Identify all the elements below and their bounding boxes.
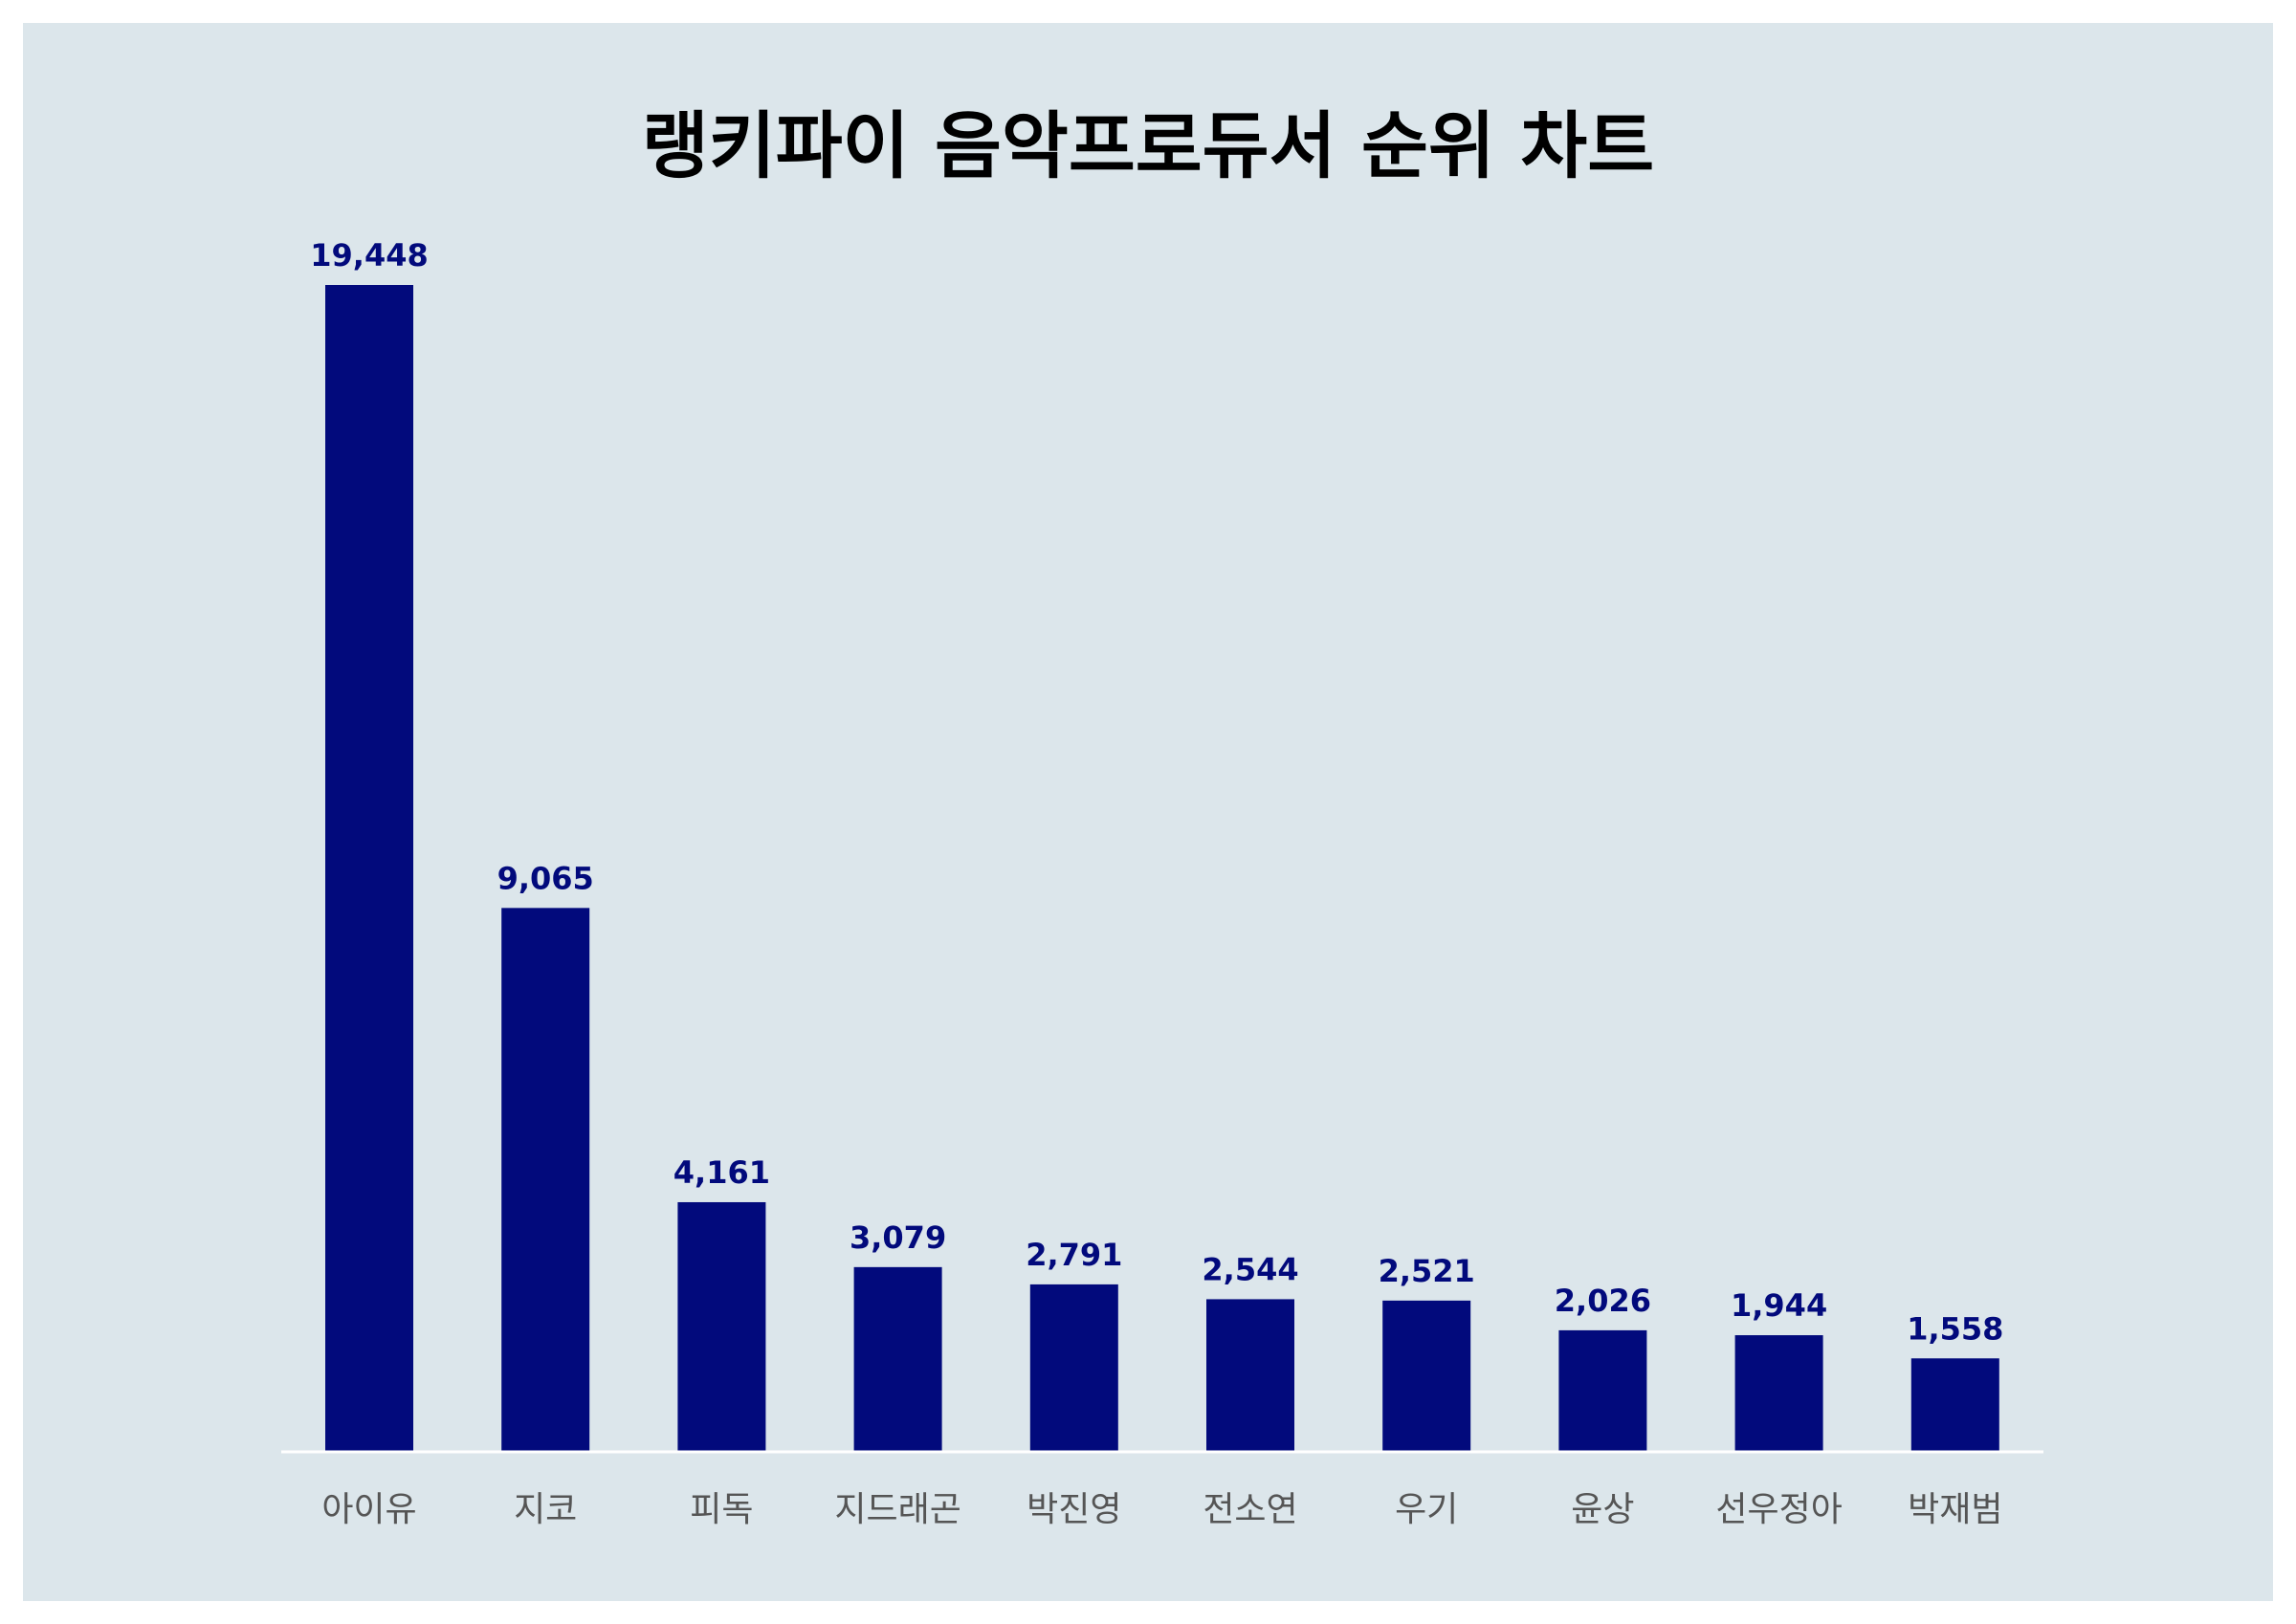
value-label-3: 4,161 [673,1154,770,1191]
bar-2 [501,908,590,1452]
value-label-5: 2,791 [1026,1237,1122,1273]
value-label-9: 1,944 [1731,1287,1827,1324]
category-label-7: 우기 [1395,1490,1458,1529]
bar-5 [1029,1284,1118,1452]
value-label-7: 2,521 [1379,1253,1475,1289]
category-label-1: 아이유 [321,1490,416,1529]
value-label-4: 3,079 [850,1219,946,1256]
chart-title: 랭키파이 음악프로듀서 순위 차트 [641,103,1655,188]
bar-6 [1206,1299,1294,1452]
category-labels-group: 아이유 지코 피독 지드래곤 박진영 전소연 우기 윤상 선우정아 박재범 [321,1490,2002,1529]
bar-7 [1382,1300,1471,1452]
bars-group [325,285,1999,1452]
value-label-1: 19,448 [310,237,428,274]
bar-3 [677,1201,766,1452]
bar-1 [325,285,413,1452]
value-labels-group: 19,448 9,065 4,161 3,079 2,791 2,544 2,521 2,02… [310,237,2003,1347]
category-label-5: 박진영 [1027,1490,1121,1529]
bar-8 [1558,1329,1647,1452]
category-label-2: 지코 [514,1490,577,1529]
category-label-4: 지드래곤 [834,1490,960,1529]
value-label-2: 9,065 [497,860,594,896]
value-label-6: 2,544 [1202,1251,1298,1287]
category-label-6: 전소연 [1203,1490,1297,1529]
bar-9 [1734,1335,1823,1452]
value-label-8: 2,026 [1555,1283,1651,1319]
bar-4 [853,1266,942,1452]
bar-10 [1910,1358,1999,1452]
category-label-10: 박재범 [1908,1490,2002,1529]
category-label-9: 선우정아 [1715,1490,1842,1529]
value-label-10: 1,558 [1907,1310,2003,1347]
category-label-3: 피독 [690,1490,753,1529]
category-label-8: 윤상 [1571,1490,1634,1529]
